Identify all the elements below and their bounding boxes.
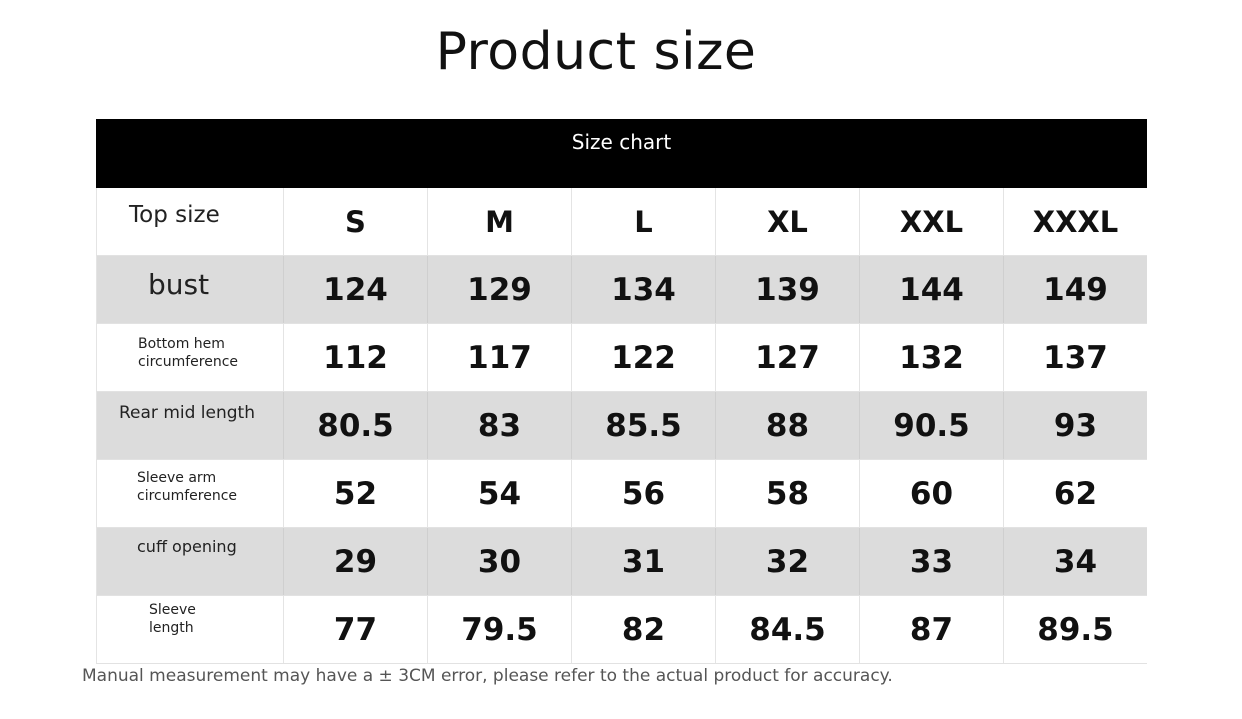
value-cell: 144 [859, 256, 1003, 323]
header-label-cell: Top size [96, 188, 283, 255]
table-row: Bottom hem circumference 112 117 122 127 132 1… [96, 324, 1147, 392]
size-header-cell: XXXL [1003, 188, 1147, 255]
row-label: Sleeve length [149, 602, 196, 636]
size-header-cell: XXL [859, 188, 1003, 255]
value-cell: 132 [859, 324, 1003, 391]
row-label-cell: Rear mid length [96, 392, 283, 459]
value-cell: 117 [427, 324, 571, 391]
table-row: cuff opening 29 30 31 32 33 34 [96, 528, 1147, 596]
table-row: Sleeve length 77 79.5 82 84.5 87 89.5 [96, 596, 1147, 664]
value-cell: 77 [283, 596, 427, 663]
table-row: bust 124 129 134 139 144 149 [96, 256, 1147, 324]
value-cell: 87 [859, 596, 1003, 663]
value-cell: 30 [427, 528, 571, 595]
table-row: Rear mid length 80.5 83 85.5 88 90.5 93 [96, 392, 1147, 460]
value-cell: 52 [283, 460, 427, 527]
value-cell: 124 [283, 256, 427, 323]
value-cell: 34 [1003, 528, 1147, 595]
value-cell: 33 [859, 528, 1003, 595]
value-cell: 112 [283, 324, 427, 391]
value-cell: 54 [427, 460, 571, 527]
size-header-cell: S [283, 188, 427, 255]
value-cell: 79.5 [427, 596, 571, 663]
value-cell: 83 [427, 392, 571, 459]
size-header-cell: M [427, 188, 571, 255]
value-cell: 129 [427, 256, 571, 323]
value-cell: 88 [715, 392, 859, 459]
row-label-cell: bust [96, 256, 283, 323]
value-cell: 31 [571, 528, 715, 595]
header-row: Top size S M L XL XXL XXXL [96, 188, 1147, 256]
row-label-cell: cuff opening [96, 528, 283, 595]
value-cell: 62 [1003, 460, 1147, 527]
value-cell: 60 [859, 460, 1003, 527]
size-header-cell: L [571, 188, 715, 255]
row-label-cell: Bottom hem circumference [96, 324, 283, 391]
value-cell: 84.5 [715, 596, 859, 663]
row-label: Top size [129, 202, 220, 228]
row-label-cell: Sleeve length [96, 596, 283, 663]
value-cell: 93 [1003, 392, 1147, 459]
value-cell: 32 [715, 528, 859, 595]
value-cell: 127 [715, 324, 859, 391]
value-cell: 82 [571, 596, 715, 663]
row-label: Rear mid length [119, 403, 255, 423]
size-header-cell: XL [715, 188, 859, 255]
value-cell: 85.5 [571, 392, 715, 459]
row-label: Sleeve arm circumference [137, 470, 238, 504]
value-cell: 149 [1003, 256, 1147, 323]
value-cell: 134 [571, 256, 715, 323]
row-label: bust [148, 268, 210, 301]
value-cell: 56 [571, 460, 715, 527]
row-label: Bottom hem circumference [138, 336, 239, 370]
value-cell: 139 [715, 256, 859, 323]
table-row: Sleeve arm circumference 52 54 56 58 60 62 [96, 460, 1147, 528]
value-cell: 89.5 [1003, 596, 1147, 663]
page-title: Product size [435, 22, 757, 82]
table-caption: Size chart [96, 119, 1147, 188]
size-chart-table: Size chart Top size S M L XL XXL XXXL bust 124 12… [96, 119, 1147, 664]
value-cell: 29 [283, 528, 427, 595]
measurement-note: Manual measurement may have a ± 3CM erro… [82, 666, 893, 686]
value-cell: 90.5 [859, 392, 1003, 459]
row-label-cell: Sleeve arm circumference [96, 460, 283, 527]
row-label: cuff opening [137, 537, 237, 556]
value-cell: 137 [1003, 324, 1147, 391]
value-cell: 80.5 [283, 392, 427, 459]
value-cell: 58 [715, 460, 859, 527]
value-cell: 122 [571, 324, 715, 391]
